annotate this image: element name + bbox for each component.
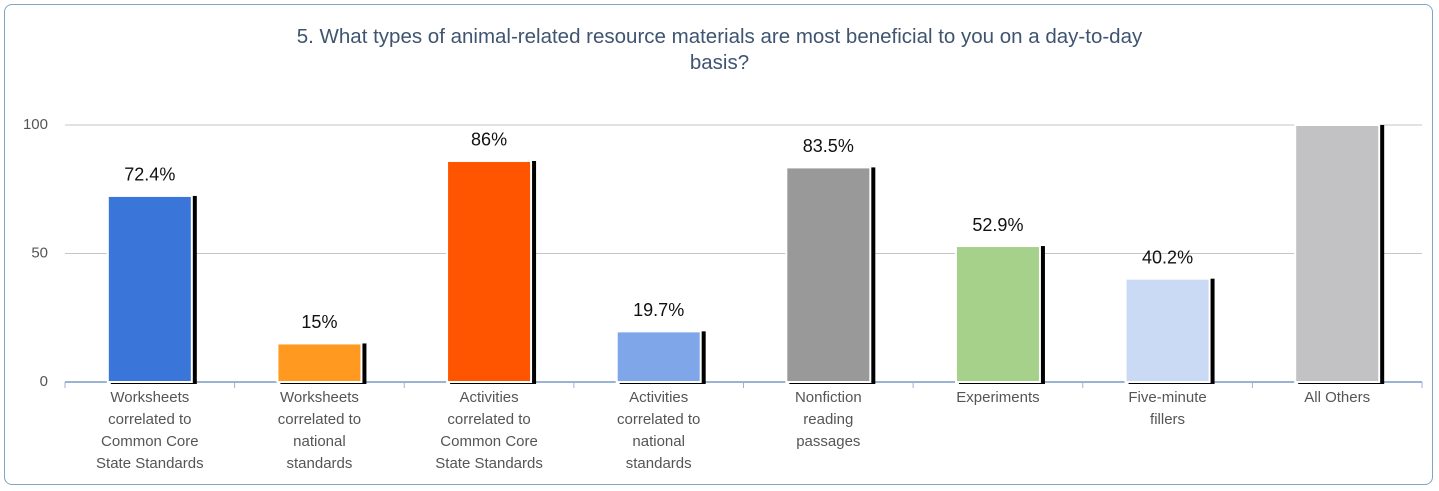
x-tick-label: Worksheets — [280, 389, 359, 406]
x-tick-label: fillers — [1150, 411, 1185, 428]
x-tick-label: Five-minute — [1128, 389, 1206, 406]
x-tick-label: Activities — [629, 389, 688, 406]
x-tick-label: reading — [803, 411, 853, 428]
bar — [1294, 124, 1381, 383]
x-tick-label: correlated to — [108, 411, 191, 428]
x-tick-label: Experiments — [956, 389, 1039, 406]
x-tick-label: correlated to — [447, 411, 530, 428]
x-tick-label: national — [632, 433, 685, 450]
x-tick-label: State Standards — [435, 455, 543, 472]
data-label: 72.4% — [124, 165, 175, 185]
y-tick-label: 0 — [40, 373, 48, 390]
x-tick-label: passages — [796, 433, 860, 450]
x-tick-label: standards — [626, 455, 692, 472]
data-label: 40.2% — [1142, 247, 1193, 267]
x-tick-label: Activities — [459, 389, 518, 406]
x-tick-label: standards — [287, 455, 353, 472]
x-tick-label: Worksheets — [110, 389, 189, 406]
chart-panel — [4, 4, 1433, 485]
bar — [615, 330, 702, 384]
x-tick-label: Nonfiction — [795, 389, 862, 406]
bar — [446, 159, 533, 383]
x-tick-label: Common Core — [101, 433, 199, 450]
x-tick-label: national — [293, 433, 346, 450]
bar — [954, 245, 1041, 383]
data-label: 86% — [471, 130, 507, 150]
data-label: 15% — [301, 312, 337, 332]
x-tick-label: All Others — [1304, 389, 1370, 406]
bar — [276, 342, 363, 384]
x-tick-label: Common Core — [440, 433, 538, 450]
x-tick-label: State Standards — [96, 455, 204, 472]
y-tick-label: 50 — [31, 244, 48, 261]
chart-title: 5. What types of animal-related resource… — [296, 25, 1143, 74]
data-label: 19.7% — [633, 300, 684, 320]
data-label: 52.9% — [972, 215, 1023, 235]
data-label: 83.5% — [803, 136, 854, 156]
x-tick-label: correlated to — [278, 411, 361, 428]
bar — [785, 166, 872, 383]
y-tick-label: 100 — [23, 116, 48, 133]
x-tick-label: correlated to — [617, 411, 700, 428]
bar — [1124, 277, 1211, 384]
bar — [106, 194, 193, 383]
